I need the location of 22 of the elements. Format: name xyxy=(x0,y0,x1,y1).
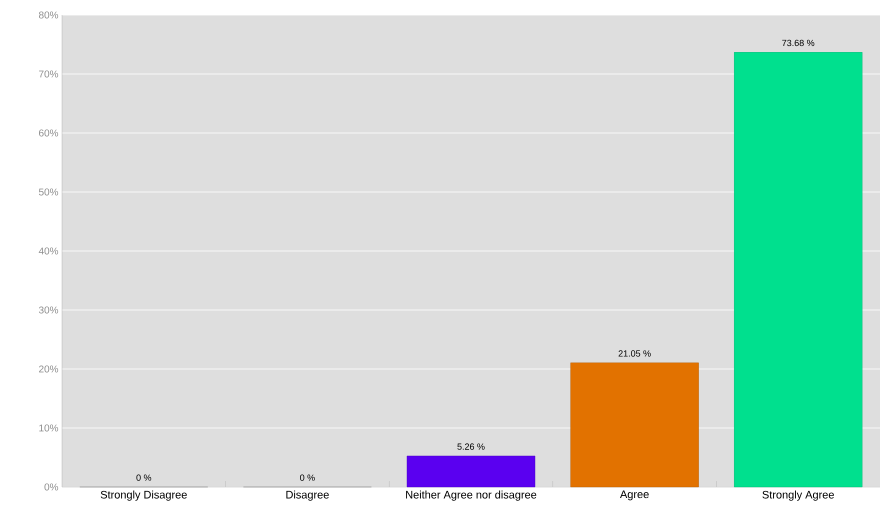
y-tick-label: 20% xyxy=(39,365,58,373)
bar xyxy=(406,456,536,488)
x-tick-label: Agree xyxy=(620,490,649,500)
data-label: 21.05 % xyxy=(618,350,651,357)
y-tick-label: 0% xyxy=(44,483,58,491)
data-label: 0 % xyxy=(300,474,315,481)
data-label: 0 % xyxy=(136,474,152,481)
y-tick-label: 50% xyxy=(38,188,58,196)
x-tick-label: Disagree xyxy=(286,490,329,501)
y-tick-label: 60% xyxy=(39,129,58,137)
bar xyxy=(734,52,862,488)
y-tick-label: 30% xyxy=(38,306,58,314)
data-label: 73.68 % xyxy=(782,40,814,46)
x-tick-label: Neither Agree nor disagree xyxy=(406,490,536,501)
x-tick-label: Strongly Disagree xyxy=(100,490,187,501)
y-tick-label: 40% xyxy=(38,247,58,255)
y-tick-label: 80% xyxy=(38,11,58,19)
x-tick-label: Strongly Agree xyxy=(762,490,834,501)
data-label: 5.26 % xyxy=(457,443,485,450)
y-tick-label: 10% xyxy=(39,424,58,432)
bar xyxy=(570,362,699,488)
y-tick-label: 70% xyxy=(39,70,58,78)
